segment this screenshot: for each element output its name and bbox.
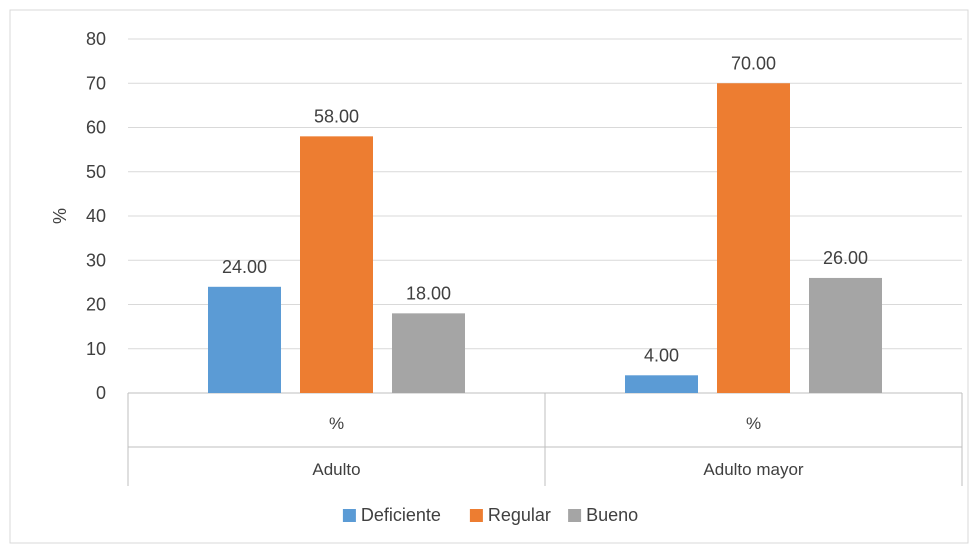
bar-bueno-1 <box>809 277 882 393</box>
bar-bueno-0 <box>392 313 465 393</box>
y-tick-label: 20 <box>86 295 106 315</box>
category-sublabel: % <box>746 414 761 433</box>
y-tick-label: 50 <box>86 162 106 182</box>
bar-deficiente-1 <box>625 375 698 393</box>
data-label: 24.00 <box>222 257 267 277</box>
data-label: 70.00 <box>731 53 776 73</box>
y-tick-label: 70 <box>86 73 106 93</box>
chart-border <box>9 9 969 544</box>
y-tick-label: 60 <box>86 118 106 138</box>
y-tick-label: 40 <box>86 206 106 226</box>
data-label: 18.00 <box>406 283 451 303</box>
bar-deficiente-0 <box>208 286 281 393</box>
legend-swatch <box>568 509 582 522</box>
legend-item-label: Regular <box>488 505 551 525</box>
y-tick-label: 30 <box>86 250 106 270</box>
data-label: 4.00 <box>644 345 679 365</box>
category-label: Adulto mayor <box>703 460 803 479</box>
y-axis-title: % <box>50 208 70 224</box>
data-label: 58.00 <box>314 106 359 126</box>
legend-swatch <box>342 509 356 522</box>
category-label: Adulto <box>312 460 360 479</box>
bar-regular-0 <box>300 136 373 393</box>
y-tick-label: 80 <box>86 29 106 49</box>
bars <box>208 83 882 393</box>
category-sublabel: % <box>329 414 344 433</box>
legend: Deficiente Regular Bueno <box>342 505 638 525</box>
y-tick-label: 10 <box>86 339 106 359</box>
y-tick-label: 0 <box>96 383 106 403</box>
legend-item-label: Deficiente <box>361 505 441 525</box>
legend-item-label: Bueno <box>586 505 638 525</box>
data-label: 26.00 <box>823 248 868 268</box>
bar-regular-1 <box>717 83 790 393</box>
legend-swatch <box>469 509 483 522</box>
data-labels: 24.00 58.00 18.00 4.00 70.00 26.00 <box>222 53 868 365</box>
